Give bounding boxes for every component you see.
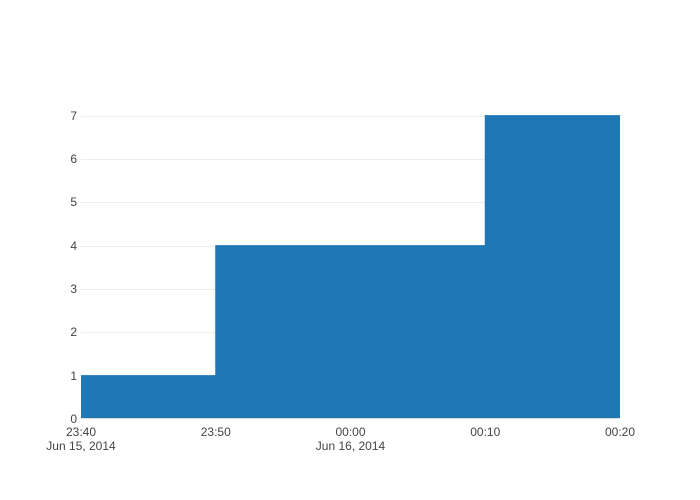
x-tick-label: 00:20 — [604, 425, 636, 439]
y-tick-label: 2 — [70, 325, 77, 340]
plot-area[interactable] — [81, 100, 620, 419]
y-tick-label: 6 — [70, 151, 77, 166]
area-series — [81, 115, 620, 419]
x-date-label: Jun 16, 2014 — [315, 439, 386, 453]
plot-canvas[interactable] — [81, 100, 620, 419]
y-tick-label: 4 — [70, 238, 77, 253]
y-tick-label: 7 — [70, 108, 77, 123]
x-tick-label: 00:10 — [470, 425, 501, 439]
x-date-label: Jun 15, 2014 — [46, 439, 116, 453]
x-tick-label: 23:40 — [65, 425, 97, 439]
x-tick-label: 23:50 — [200, 425, 231, 439]
y-tick-label: 1 — [70, 368, 77, 383]
y-tick-label: 5 — [70, 195, 77, 210]
x-tick-label: 00:00 — [335, 425, 366, 439]
y-tick-label: 3 — [70, 281, 77, 296]
y-tick-label: 0 — [70, 412, 77, 426]
